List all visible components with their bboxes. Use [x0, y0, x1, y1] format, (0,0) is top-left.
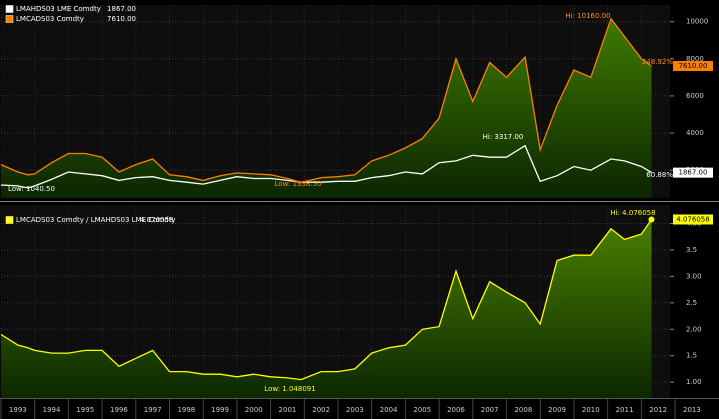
y-tick-label: 1.00 [686, 378, 702, 386]
x-tick-label: 2010 [582, 406, 600, 414]
legend-swatch [5, 216, 14, 224]
x-tick-label: 2008 [514, 406, 532, 414]
legend-label: LMCADS03 Comdty [16, 15, 84, 23]
y-tick-label: 6000 [686, 92, 704, 100]
area [1, 219, 652, 398]
x-tick-label: 2001 [279, 406, 297, 414]
last-value-label: 7610.00 [679, 62, 708, 70]
annotation: 248.92% [642, 58, 673, 66]
annotation: Low: 1338.50 [275, 180, 322, 188]
area [1, 18, 652, 199]
y-tick-label: 8000 [686, 55, 704, 63]
x-tick-label: 2012 [649, 406, 667, 414]
x-tick-label: 2013 [683, 406, 701, 414]
x-tick-label: 1999 [211, 406, 229, 414]
series-line [0, 17, 652, 184]
y-tick-label: 4000 [686, 129, 704, 137]
x-tick-label: 2003 [346, 406, 364, 414]
series-line [0, 219, 653, 381]
last-value-label: 1867.00 [679, 169, 708, 177]
annotation: Low: 1.048091 [264, 385, 315, 393]
legend-value: 7610.00 [107, 15, 136, 23]
annotation: 60.88% [646, 171, 673, 179]
y-tick-label: 10000 [686, 18, 708, 26]
series-line [0, 144, 652, 189]
x-tick-label: 2006 [447, 406, 465, 414]
legend-value: 4.076058 [140, 216, 173, 224]
last-value-box [673, 214, 713, 225]
x-tick-label: 1998 [177, 406, 195, 414]
x-tick-label: 1994 [43, 406, 61, 414]
y-tick-label: 3.5 [686, 246, 697, 254]
y-tick-label: 2.5 [686, 299, 697, 307]
annotation: Hi: 4.076058 [610, 209, 655, 217]
annotation: Low: 1040.50 [8, 185, 55, 193]
legend-label: LMAHDS03 LME Comdty [16, 5, 101, 13]
x-tick-label: 1995 [76, 406, 94, 414]
last-value-box [673, 61, 713, 72]
y-tick-label: 2.00 [686, 325, 702, 333]
annotation: Hi: 3317.00 [483, 133, 524, 141]
x-tick-label: 1993 [9, 406, 27, 414]
last-value-box [673, 167, 713, 178]
x-tick-label: 1996 [110, 406, 128, 414]
x-tick-label: 1997 [144, 406, 162, 414]
x-tick-label: 2009 [548, 406, 566, 414]
legend-swatch [5, 5, 14, 13]
legend-value: 1867.00 [107, 5, 136, 13]
high-marker [648, 216, 655, 223]
annotation: Hi: 10160.00 [565, 12, 610, 20]
x-tick-label: 2002 [312, 406, 330, 414]
x-tick-label: 2005 [413, 406, 431, 414]
x-tick-label: 2011 [616, 406, 634, 414]
y-tick-label: 3.00 [686, 272, 702, 280]
last-value-label: 4.076058 [676, 215, 709, 223]
y-tick-label: 1.5 [686, 352, 697, 360]
legend-swatch [5, 15, 14, 23]
x-tick-label: 2000 [245, 406, 263, 414]
x-tick-label: 2004 [380, 406, 398, 414]
legend-label: LMCADS03 Comdty / LMAHDS03 LME Comdty [16, 216, 176, 224]
x-tick-label: 2007 [481, 406, 499, 414]
